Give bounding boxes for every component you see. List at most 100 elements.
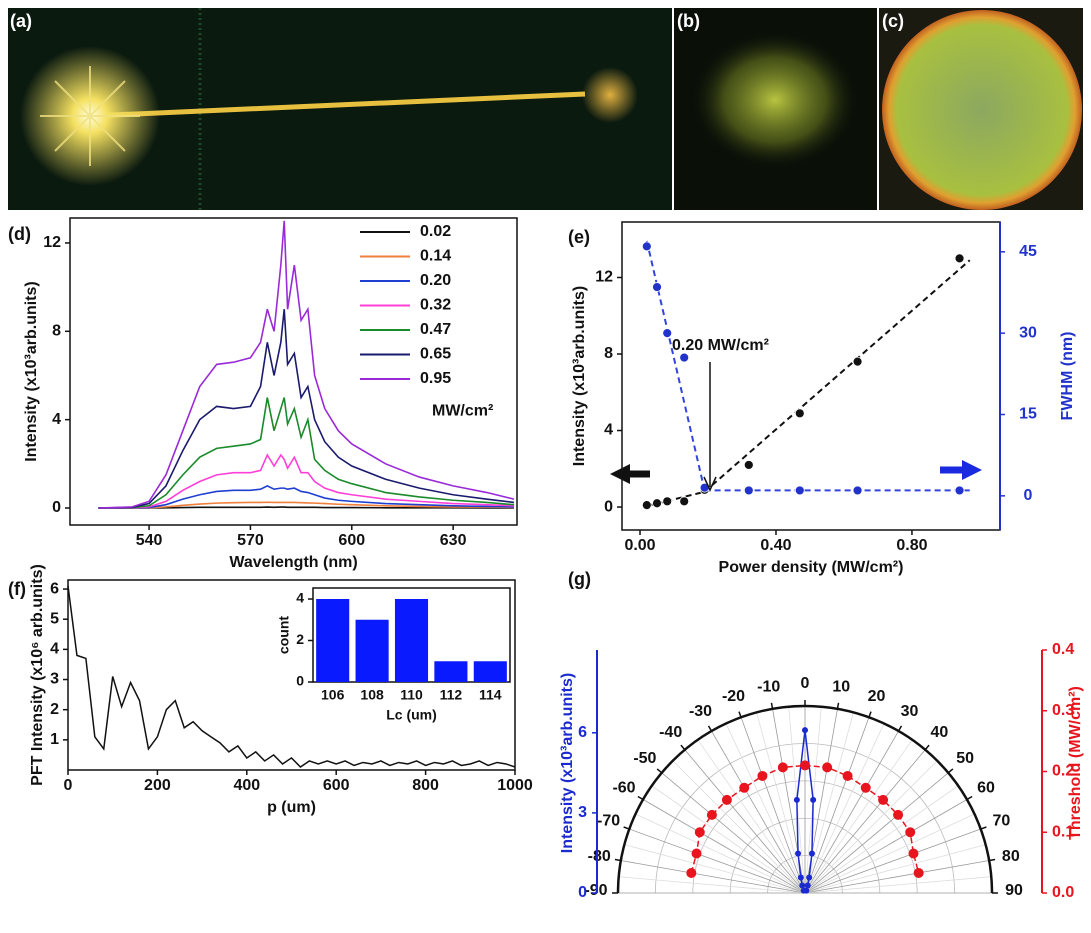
data-point xyxy=(641,241,652,252)
polar-grid-spoke xyxy=(804,785,959,894)
data-point xyxy=(908,848,919,859)
image-b xyxy=(674,8,877,210)
theta-tick-label: 40 xyxy=(930,724,948,741)
y-axis-label: Intensity (x10³arb.units) xyxy=(571,286,588,466)
data-point xyxy=(878,794,889,805)
data-point xyxy=(706,809,717,820)
data-point xyxy=(913,867,924,878)
data-point xyxy=(739,782,750,793)
theta-tick-label: -10 xyxy=(757,678,780,695)
data-point xyxy=(954,253,965,264)
polar-grid-spoke xyxy=(756,712,806,894)
data-point xyxy=(679,496,690,507)
plot-frame xyxy=(621,221,1001,531)
x-tick-label: 400 xyxy=(233,777,260,794)
polar-grid-spoke xyxy=(725,723,806,894)
data-line xyxy=(67,585,516,768)
theta-tick-label: 70 xyxy=(992,813,1010,830)
theta-tick xyxy=(868,711,872,718)
theta-tick-label: 20 xyxy=(868,688,886,705)
data-point xyxy=(852,485,863,496)
data-point xyxy=(686,867,697,878)
data-point xyxy=(679,352,690,363)
fit-line xyxy=(645,240,706,491)
plot-frame xyxy=(67,579,516,771)
x-tick-label: 114 xyxy=(479,687,502,703)
data-point xyxy=(852,356,863,367)
data-point xyxy=(794,408,805,419)
polar-grid-spoke xyxy=(804,799,968,894)
y2-tick-label: 0 xyxy=(1024,487,1033,504)
data-point xyxy=(810,796,817,803)
polar-grid-spoke xyxy=(804,723,885,894)
x-axis-label: Wavelength (nm) xyxy=(229,554,357,571)
data-point xyxy=(800,760,810,771)
fit-line xyxy=(703,259,971,493)
polar-grid-spoke xyxy=(624,844,806,894)
theta-tick xyxy=(738,711,742,718)
polar-grid-spoke xyxy=(629,828,806,894)
theta-tick-label: 30 xyxy=(901,703,919,720)
series-line xyxy=(98,453,514,509)
legend-title: MW/cm² xyxy=(432,403,493,420)
data-point xyxy=(954,485,965,496)
theta-tick-label: -60 xyxy=(612,780,635,797)
bar xyxy=(355,619,389,682)
annotation: 0.20 MW/cm² xyxy=(672,337,769,354)
theta-tick-label: 0 xyxy=(801,675,810,692)
series-line xyxy=(98,309,515,509)
x-tick-label: 110 xyxy=(400,687,423,703)
polar-grid-spoke xyxy=(804,760,938,894)
data-point xyxy=(860,782,871,793)
polar-grid-spoke xyxy=(651,785,806,894)
image-c xyxy=(879,8,1083,210)
polar-grid-spoke xyxy=(804,876,992,894)
y-tick-label: 4 xyxy=(296,590,304,606)
x-tick-label: 630 xyxy=(440,532,467,549)
y2-tick-label: 0.3 xyxy=(1052,702,1074,719)
data-point xyxy=(799,882,806,889)
polar-grid-spoke xyxy=(804,730,899,894)
y-axis-label: count xyxy=(276,616,292,654)
y-tick-label: 1 xyxy=(50,731,59,748)
data-point xyxy=(641,500,652,511)
theta-tick-label: 80 xyxy=(1002,848,1020,865)
theta-tick-label: -50 xyxy=(633,750,656,767)
data-point xyxy=(806,874,813,881)
theta-tick-label: -40 xyxy=(659,724,682,741)
data-point xyxy=(721,794,732,805)
data-point xyxy=(804,882,811,889)
y2-tick-label: 15 xyxy=(1019,406,1037,423)
theta-tick xyxy=(989,858,996,862)
y-tick-label: 8 xyxy=(604,345,613,362)
y-tick-label: 6 xyxy=(578,724,587,741)
series-line xyxy=(98,501,514,509)
x-axis-label: Power density (MW/cm²) xyxy=(719,559,904,576)
image-a xyxy=(8,8,672,210)
y-tick-label: 12 xyxy=(595,269,613,286)
theta-tick-label: -70 xyxy=(597,813,620,830)
panel-label: (d) xyxy=(8,224,31,244)
legend-label: 0.02 xyxy=(420,223,451,240)
y2-axis-label: FWHM (nm) xyxy=(1059,332,1076,421)
legend-label: 0.32 xyxy=(420,297,451,314)
bar xyxy=(316,598,350,682)
data-point xyxy=(662,496,673,507)
y2-tick-label: 0.2 xyxy=(1052,763,1074,780)
x-tick-label: 0.80 xyxy=(896,537,927,554)
polar-grid-spoke xyxy=(804,717,870,894)
data-point xyxy=(694,827,705,838)
y-tick-label: 3 xyxy=(578,804,587,821)
polar-grid-spoke xyxy=(620,860,806,894)
panel-label: (b) xyxy=(677,11,700,31)
right-arrow-head xyxy=(962,460,982,480)
data-point xyxy=(662,328,673,339)
y-tick-label: 0 xyxy=(52,499,61,516)
theta-tick xyxy=(623,826,630,830)
panel-label: (e) xyxy=(568,227,590,247)
polar-grid-spoke xyxy=(740,717,806,894)
panel-label: (a) xyxy=(10,11,32,31)
x-tick-label: 0.40 xyxy=(760,537,791,554)
series-line xyxy=(98,485,514,509)
